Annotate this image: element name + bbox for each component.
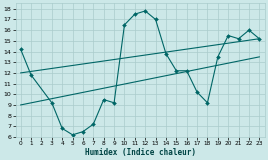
X-axis label: Humidex (Indice chaleur): Humidex (Indice chaleur) xyxy=(84,148,196,156)
